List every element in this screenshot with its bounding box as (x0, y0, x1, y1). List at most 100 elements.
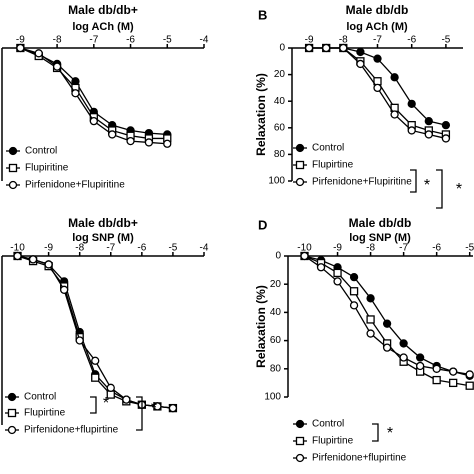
marker (300, 251, 309, 261)
marker (163, 139, 172, 148)
legend-label: Control (312, 419, 344, 430)
x-tick-label: -8 (53, 35, 62, 46)
panel: Male db/db+ log ACh (M) -9 -8 -7 -6 -5 -4 Contro… (1, 3, 209, 191)
marker (349, 272, 359, 282)
marker (382, 319, 392, 328)
marker (356, 59, 365, 69)
x-tick-label: -6 (432, 243, 441, 254)
significance-bracket (436, 169, 443, 209)
marker (399, 353, 408, 362)
marker (465, 370, 474, 379)
marker (424, 117, 433, 126)
marker (28, 255, 38, 264)
marker (71, 89, 80, 98)
x-tick-label: -5 (441, 35, 450, 46)
marker (333, 268, 342, 278)
series-line (17, 255, 173, 409)
marker (432, 364, 441, 373)
marker (349, 287, 359, 296)
y-tick-label: 40 (274, 96, 286, 107)
series-line (17, 255, 173, 409)
x-tick-label: -10 (297, 243, 312, 254)
x-tick-label: -8 (75, 243, 84, 254)
significance-mark: * (151, 400, 157, 417)
marker (34, 49, 43, 58)
x-tick-label: -6 (407, 35, 416, 46)
significance-bracket (90, 396, 97, 414)
marker (52, 62, 62, 71)
legend-label: Flupirtine (312, 436, 354, 447)
marker (304, 43, 314, 53)
y-tick-label: 80 (274, 149, 286, 160)
x-axis-label: log SNP (M) (72, 232, 134, 244)
x-axis-label: log ACh (M) (346, 21, 408, 33)
chart-title: Male db/db+ (68, 3, 138, 17)
series-line (20, 47, 168, 145)
marker (71, 77, 80, 86)
marker (424, 130, 433, 139)
legend-label: Pirfenidone+flupirtine (24, 425, 119, 436)
legend-label: Flupiritine (25, 163, 69, 174)
marker (366, 329, 375, 338)
y-axis-label: Relaxation (%) (254, 285, 268, 368)
y-tick-label: 60 (270, 335, 282, 346)
x-tick-label: -7 (89, 35, 98, 46)
marker (399, 339, 408, 348)
significance-mark: * (456, 181, 462, 198)
marker (126, 136, 135, 146)
series-line (304, 255, 470, 376)
significance-mark: * (103, 395, 109, 412)
marker (89, 117, 98, 126)
marker (390, 73, 399, 82)
legend-marker (295, 143, 305, 153)
legend-marker (295, 419, 305, 429)
marker (356, 47, 365, 57)
marker (449, 367, 458, 376)
legend-label: Pirfenidone+Flupiritine (25, 180, 125, 191)
marker (432, 375, 441, 385)
marker (91, 373, 100, 382)
y-axis-label: Relaxation (%) (254, 73, 268, 156)
x-axis-label: log ACh (M) (72, 21, 134, 33)
significance-bracket (372, 423, 379, 442)
marker (60, 285, 69, 294)
marker (373, 83, 382, 93)
x-tick-label: -6 (126, 35, 135, 46)
x-tick-label: -7 (106, 243, 115, 254)
y-tick-label: 100 (264, 392, 281, 403)
x-axis-label: log SNP (M) (349, 232, 411, 244)
legend-label: Pirfenidone+Flupiritine (312, 177, 412, 188)
significance-bracket (410, 169, 417, 193)
marker (144, 138, 154, 147)
legend-marker (7, 392, 17, 402)
significance-bracket (136, 396, 143, 431)
marker (407, 99, 416, 109)
significance-mark: * (387, 425, 393, 442)
marker (91, 356, 100, 365)
legend-label: Control (24, 392, 56, 403)
marker (366, 294, 375, 303)
marker (333, 277, 342, 286)
legend-label: Control (312, 143, 344, 154)
marker (441, 120, 451, 130)
marker (441, 134, 451, 143)
marker (316, 263, 326, 272)
panel-label: D (258, 217, 267, 232)
panel: B Male db/db log ACh (M) Relaxation (%) -9 -8… (254, 3, 463, 209)
series-line (17, 255, 173, 409)
marker (382, 343, 392, 352)
panel: Male db/db+ log SNP (M) -10 -9 -8 -7 -6 -5 -4 Con… (1, 216, 209, 436)
chart-title: Male db/db (349, 216, 412, 230)
chart-title: Male db/db+ (68, 216, 138, 230)
x-tick-label: -7 (373, 35, 382, 46)
marker (322, 43, 331, 53)
significance-mark: * (424, 177, 430, 194)
y-tick-label: 20 (270, 279, 282, 290)
x-tick-label: -4 (200, 35, 209, 46)
marker (13, 251, 22, 261)
y-tick-label: 40 (270, 307, 282, 318)
marker (366, 315, 375, 324)
marker (390, 110, 399, 119)
x-tick-label: -9 (16, 35, 25, 46)
